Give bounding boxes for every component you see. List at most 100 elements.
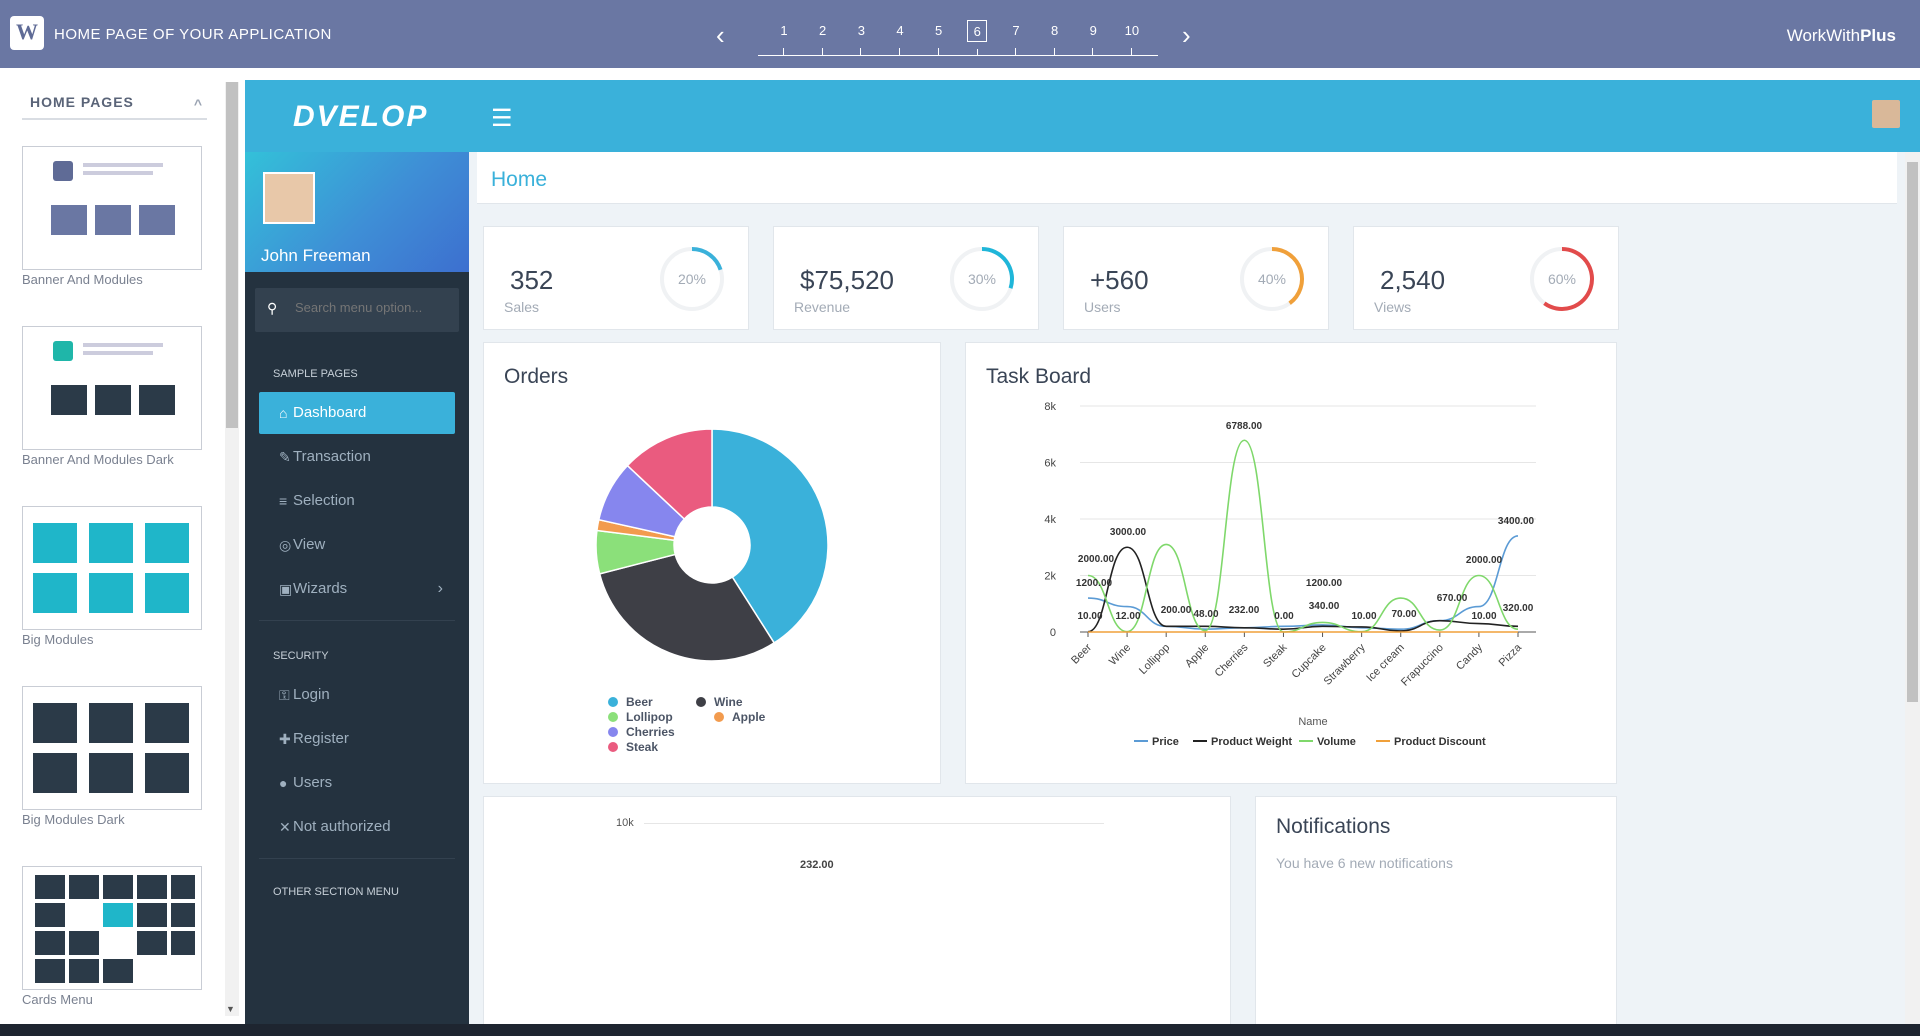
x-axis-label: Name [1298, 716, 1327, 728]
dvelop-logo[interactable]: DVELOP [293, 100, 429, 133]
page-link[interactable]: 9 [1083, 20, 1103, 55]
series-line-product-weight[interactable] [1087, 546, 1519, 633]
card-title: Notifications [1276, 815, 1391, 838]
legend-dot [608, 697, 618, 707]
thumbnail-image [22, 686, 202, 810]
page-link[interactable]: 2 [813, 20, 833, 55]
thumbnails-scrollbar[interactable]: ▼ [225, 82, 239, 1016]
x-tick-label: Pizza [1497, 641, 1525, 669]
breadcrumb: Home [477, 152, 1897, 204]
scrollbar-thumb[interactable] [1907, 162, 1918, 702]
page-list: 1 2 3 4 5 6 7 8 9 10 [758, 20, 1158, 56]
section-sample-pages: SAMPLE PAGES [273, 368, 358, 380]
thumbnail-cards-menu[interactable]: Cards Menu [22, 866, 202, 1007]
legend-item[interactable]: Volume [1317, 736, 1356, 748]
home-pages-heading[interactable]: HOME PAGES ^ [22, 94, 207, 120]
home-icon: ⌂ [279, 405, 288, 421]
kpi-gauge: 40% [1240, 247, 1304, 311]
header-avatar[interactable] [1872, 100, 1900, 128]
legend-item[interactable]: Price [1152, 736, 1179, 748]
legend-item[interactable]: Wine [696, 695, 743, 709]
page-navigator: ‹ 1 2 3 4 5 6 7 8 9 10 › [716, 20, 1196, 56]
sidebar-item-wizards[interactable]: ▣ Wizards › [259, 568, 455, 610]
sidebar-item-view[interactable]: ◎ View [259, 524, 455, 566]
dvelop-app: DVELOP ☰ John Freeman ⚲ SAMPLE PAGES ⌂Da… [245, 80, 1920, 1024]
x-tick-label: Candy [1454, 641, 1485, 672]
card-title: Task Board [986, 365, 1092, 388]
thumbnail-banner-modules-dark[interactable]: Banner And Modules Dark [22, 326, 202, 467]
thumbnail-big-modules-dark[interactable]: Big Modules Dark [22, 686, 202, 827]
data-label: 3000.00 [1110, 527, 1147, 538]
orders-pie-chart [595, 428, 829, 662]
breadcrumb-home[interactable]: Home [491, 168, 548, 191]
thumbnail-big-modules[interactable]: Big Modules [22, 506, 202, 647]
legend-item[interactable]: Lollipop [608, 710, 673, 724]
legend-item[interactable]: Product Weight [1211, 736, 1292, 748]
y-tick-label: 10k [616, 817, 634, 829]
task-board-card: Task Board 0 2k 4k 6k 8k Beer Wine Lollipop Appl… [965, 342, 1617, 784]
sidebar-item-users[interactable]: ● Users [259, 762, 455, 804]
thumbnail-caption: Cards Menu [22, 992, 93, 1007]
kpi-gauge: 20% [660, 247, 724, 311]
data-label: 1200.00 [1306, 578, 1343, 589]
search-input[interactable] [295, 300, 445, 315]
next-page-arrow-icon[interactable]: › [1182, 20, 1191, 50]
scroll-down-icon[interactable]: ▼ [226, 1004, 235, 1014]
kpi-gauge: 60% [1530, 247, 1594, 311]
legend-item[interactable]: Apple [714, 710, 765, 724]
sidebar-item-register[interactable]: ✚ Register [259, 718, 455, 760]
gauge-arc [981, 247, 1014, 289]
data-label: 3400.00 [1498, 516, 1535, 527]
thumbnail-banner-modules[interactable]: Banner And Modules [22, 146, 202, 287]
page-link[interactable]: 4 [890, 20, 910, 55]
briefcase-icon: ▣ [279, 581, 293, 597]
legend-item[interactable]: Beer [608, 695, 653, 709]
page-link[interactable]: 10 [1122, 20, 1142, 55]
avatar[interactable] [263, 172, 315, 224]
main-scrollbar[interactable] [1905, 152, 1920, 1024]
x-tick-label: Beer [1069, 641, 1094, 666]
kpi-value: $75,520 [800, 265, 894, 295]
series-line-price[interactable] [1087, 535, 1519, 630]
legend-item[interactable]: Steak [608, 740, 658, 754]
sidebar-item-selection[interactable]: ≡ Selection [259, 480, 455, 522]
page-link[interactable]: 1 [774, 20, 794, 55]
page-title: HOME PAGE OF YOUR APPLICATION [54, 26, 332, 43]
data-label: 10.00 [1351, 611, 1376, 622]
scrollbar-thumb[interactable] [226, 82, 238, 428]
sidebar-item-not-authorized[interactable]: ✕ Not authorized [259, 806, 455, 848]
sidebar-item-login[interactable]: ⚿ Login [259, 674, 455, 716]
pie-slice-steak[interactable] [626, 428, 713, 521]
page-link[interactable]: 5 [929, 20, 949, 55]
app-header: DVELOP ☰ [245, 80, 1920, 152]
x-tick-label: Cupcake [1289, 642, 1328, 681]
page-link[interactable]: 7 [1006, 20, 1026, 55]
chevron-up-icon[interactable]: ^ [193, 96, 203, 112]
page-link[interactable]: 8 [1045, 20, 1065, 55]
thumbnail-image [22, 506, 202, 630]
sidebar-item-dashboard[interactable]: ⌂ Dashboard [259, 392, 455, 434]
x-tick-label: Cherries [1213, 641, 1251, 679]
thumbnail-image [22, 866, 202, 990]
thumbnail-caption: Banner And Modules [22, 272, 143, 287]
sidebar-item-transaction[interactable]: ✎ Transaction [259, 436, 455, 478]
pie-slice-wine[interactable] [598, 553, 776, 662]
data-label: 232.00 [1229, 605, 1260, 616]
data-label: 10.00 [1077, 611, 1102, 622]
page-link[interactable]: 6 [967, 20, 988, 56]
series-line-volume[interactable] [1087, 439, 1519, 633]
divider [259, 858, 455, 859]
notifications-subtitle: You have 6 new notifications [1276, 855, 1453, 871]
y-tick-label: 0 [1050, 627, 1056, 639]
divider [259, 620, 455, 621]
legend-item[interactable]: Cherries [608, 725, 675, 739]
user-name: John Freeman [261, 246, 371, 265]
legend-dot [608, 742, 618, 752]
page-link[interactable]: 3 [851, 20, 871, 55]
data-label: 10.00 [1471, 611, 1496, 622]
hamburger-menu-icon[interactable]: ☰ [491, 105, 513, 132]
profile-banner: John Freeman [245, 152, 469, 272]
legend-item[interactable]: Product Discount [1394, 736, 1486, 748]
prev-page-arrow-icon[interactable]: ‹ [716, 20, 725, 50]
data-label: 48.00 [1193, 609, 1218, 620]
